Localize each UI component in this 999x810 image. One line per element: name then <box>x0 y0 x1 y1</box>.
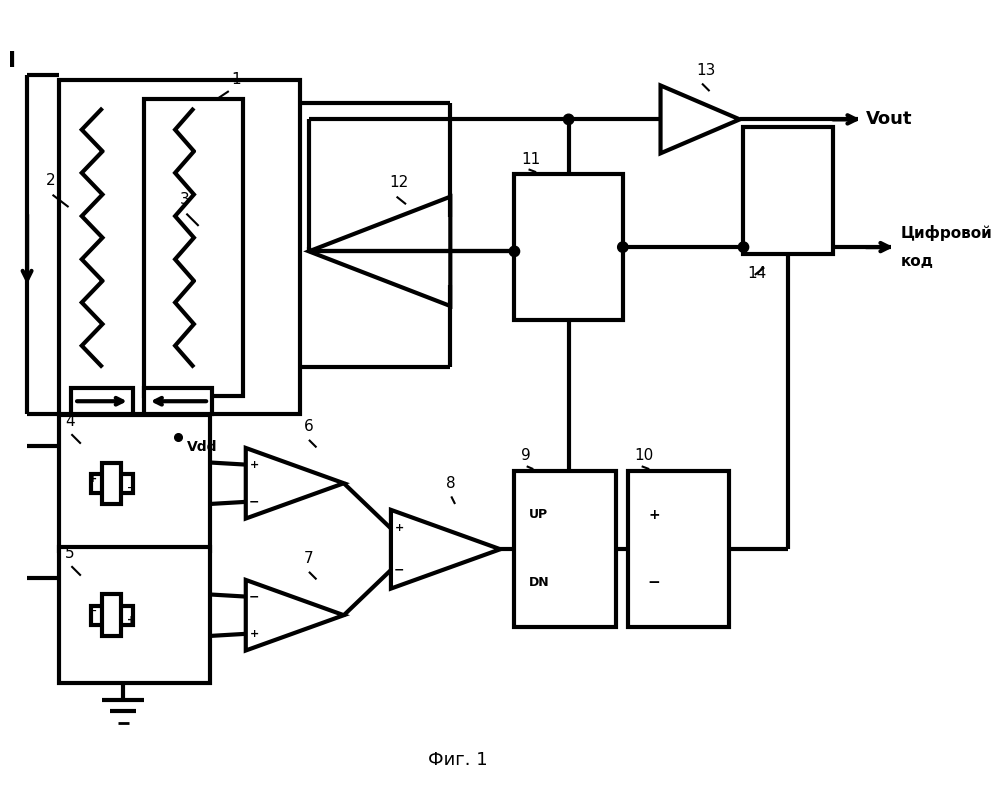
Bar <box>59 548 210 683</box>
Text: 10: 10 <box>634 449 653 463</box>
Text: +: + <box>395 523 404 534</box>
Bar <box>627 471 729 626</box>
Bar <box>59 80 300 415</box>
Text: −: − <box>249 590 260 603</box>
Bar <box>91 606 133 625</box>
Circle shape <box>563 114 573 125</box>
Text: 7: 7 <box>305 551 314 566</box>
Bar <box>144 388 212 415</box>
Text: +: + <box>250 459 259 470</box>
Bar <box>144 99 243 395</box>
Text: I: I <box>8 51 16 71</box>
Text: 14: 14 <box>747 266 766 280</box>
Text: 4: 4 <box>65 414 74 428</box>
Circle shape <box>617 242 628 252</box>
Text: −: − <box>249 496 260 509</box>
Polygon shape <box>246 580 344 650</box>
Text: 5: 5 <box>65 545 74 561</box>
Text: Цифровой: Цифровой <box>901 225 993 241</box>
Text: −: − <box>647 575 660 590</box>
Text: Фиг. 1: Фиг. 1 <box>428 752 488 770</box>
Text: 11: 11 <box>521 151 540 167</box>
Bar <box>71 388 133 415</box>
Text: DN: DN <box>528 577 549 590</box>
Text: 13: 13 <box>696 63 715 78</box>
Circle shape <box>509 246 519 257</box>
Text: код: код <box>901 254 934 269</box>
Text: Vout: Vout <box>866 110 912 129</box>
Polygon shape <box>660 85 739 153</box>
Text: 12: 12 <box>389 175 409 190</box>
Bar <box>514 471 616 626</box>
Text: 9: 9 <box>521 449 530 463</box>
Text: −: − <box>127 483 135 493</box>
Bar <box>514 174 622 320</box>
Text: −: − <box>89 606 97 616</box>
Text: Vdd: Vdd <box>188 441 218 454</box>
Polygon shape <box>309 197 451 306</box>
Text: +: + <box>89 474 97 484</box>
Text: +: + <box>127 615 135 625</box>
Bar <box>743 127 833 254</box>
Text: −: − <box>395 564 405 577</box>
Text: UP: UP <box>528 508 547 521</box>
Text: 3: 3 <box>180 192 190 207</box>
Bar <box>59 416 210 551</box>
Text: 2: 2 <box>46 173 56 188</box>
Text: +: + <box>648 508 659 522</box>
Circle shape <box>738 242 748 252</box>
Bar <box>91 474 133 492</box>
Text: 6: 6 <box>305 420 314 434</box>
Bar <box>103 463 121 504</box>
Text: 8: 8 <box>446 475 456 491</box>
Text: 1: 1 <box>232 72 242 87</box>
Text: +: + <box>250 629 259 639</box>
Bar <box>103 595 121 636</box>
Polygon shape <box>391 509 500 589</box>
Polygon shape <box>246 448 344 518</box>
